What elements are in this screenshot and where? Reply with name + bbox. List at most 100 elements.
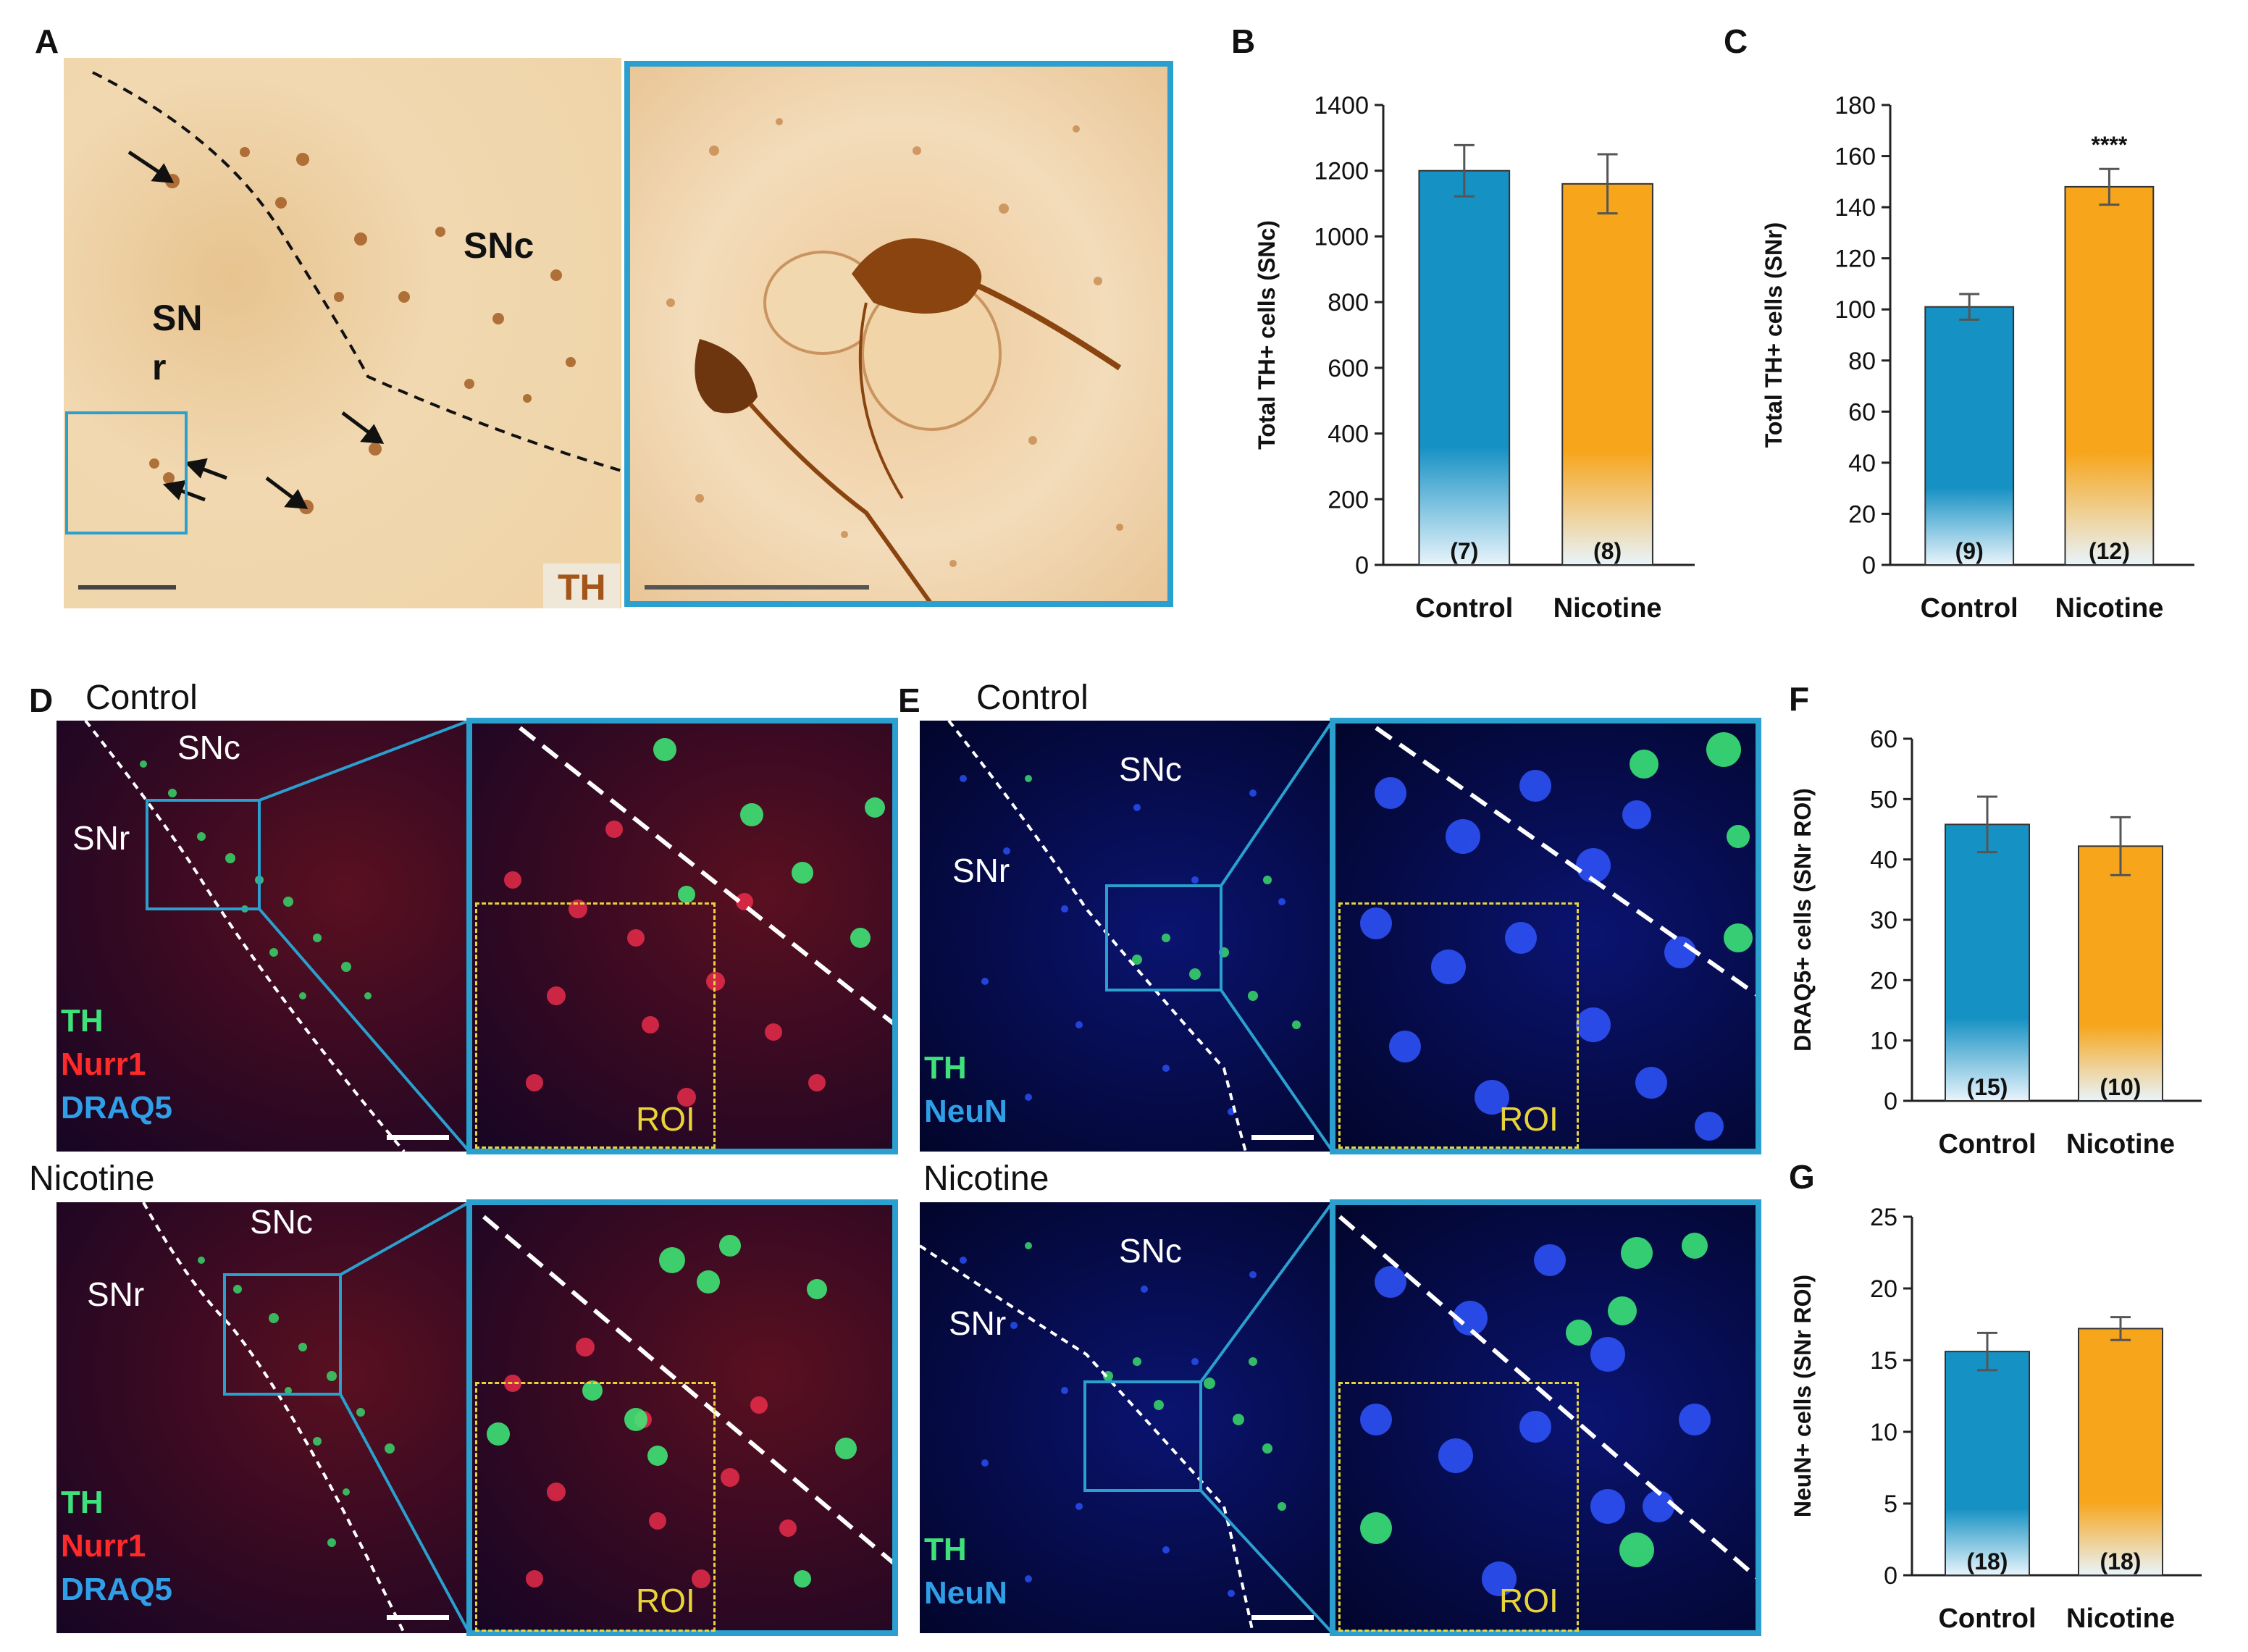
chart-C-ytick-label: 40 <box>1848 450 1876 477</box>
chart-F-ytick-label: 30 <box>1870 907 1897 934</box>
d-control-snc-label: SNc <box>177 729 240 766</box>
chart-C-n-label: (9) <box>1955 538 1984 564</box>
d-nicotine-legend-draq5: DRAQ5 <box>61 1572 173 1607</box>
th-overview-overlay <box>65 71 621 608</box>
e-control-roi-box <box>1338 902 1579 1149</box>
d-nicotine-legend-nurr1: Nurr1 <box>61 1528 146 1564</box>
chart-C-ytick-label: 20 <box>1848 500 1876 528</box>
chart-G-ytick-label: 15 <box>1870 1347 1897 1375</box>
e-nicotine-zoom-overlay <box>1338 1215 1758 1596</box>
chart-F-ytick-label: 60 <box>1870 726 1897 753</box>
e-nicotine-overview-image <box>920 1202 1333 1633</box>
e-nicotine-overview-overlay <box>920 1202 1333 1633</box>
d-nicotine-overview-overlay <box>142 1202 469 1633</box>
e-control-zoom-frame <box>1330 718 1761 1154</box>
d-nicotine-snc-label: SNc <box>250 1203 313 1241</box>
chart-B-ytick-label: 1000 <box>1314 223 1369 251</box>
chart-F-ylabel: DRAQ5+ cells (SNr ROI) <box>1790 788 1816 1052</box>
chart-G-category-label: Nicotine <box>2066 1603 2175 1634</box>
chart-B-ytick-label: 800 <box>1328 289 1369 316</box>
chart-C-ytick-label: 80 <box>1848 348 1876 375</box>
chart-F-n-label: (15) <box>1967 1074 2008 1100</box>
chart-C-ytick-label: 100 <box>1834 296 1876 324</box>
chart-B-bar-control <box>1418 169 1511 566</box>
d-control-zoom-frame <box>466 718 898 1154</box>
panel-label-g: G <box>1789 1158 1815 1196</box>
chart-b-svg: 0 200 400 600 800 1000 1200 1400 Total TH+ cells… <box>1254 92 1695 624</box>
chart-B-ytick-label: 200 <box>1328 486 1369 513</box>
chart-f-svg: 0 10 20 30 40 50 60 DRAQ5+ cells (SNr ROI) (15) C… <box>1790 726 2202 1160</box>
chart-C-bar-nicotine <box>2064 185 2155 566</box>
e-control-snc-label: SNc <box>1119 750 1182 788</box>
chart-B-ytick-label: 1400 <box>1314 92 1369 120</box>
d-nicotine-overview-image <box>56 1202 469 1633</box>
neuron-zoom-frame <box>624 61 1173 607</box>
e-control-snr-label: SNr <box>952 852 1010 889</box>
chart-G-bar-control <box>1945 1351 2030 1576</box>
e-nicotine-snc-label: SNc <box>1119 1232 1182 1270</box>
e-nicotine-zoom-image <box>1333 1202 1758 1633</box>
chart-C-ytick-label: 0 <box>1862 552 1876 579</box>
chart-B-ytick-label: 600 <box>1328 355 1369 382</box>
e-nicotine-legend-neun: NeuN <box>924 1575 1007 1611</box>
chart-B-category-label: Nicotine <box>1553 593 1662 624</box>
chart-F-ytick-label: 0 <box>1884 1088 1897 1115</box>
chart-G-ytick-label: 25 <box>1870 1204 1897 1231</box>
chart-C-ylabel: Total TH+ cells (SNr) <box>1761 222 1787 448</box>
chart-C-significance: **** <box>2091 132 2127 158</box>
chart-G-ytick-label: 5 <box>1884 1490 1897 1518</box>
d-control-snr-label: SNr <box>72 819 130 857</box>
d-nicotine-roi-label: ROI <box>636 1582 695 1619</box>
d-nicotine-legend-th: TH <box>61 1485 104 1520</box>
d-control-roi-box <box>475 902 716 1149</box>
e-nicotine-zoom-frame <box>1330 1199 1761 1636</box>
chart-G-n-label: (18) <box>2100 1548 2142 1575</box>
chart-F-ytick-label: 20 <box>1870 967 1897 994</box>
chart-C-ytick-label: 180 <box>1834 92 1876 120</box>
chart-B-bar-nicotine <box>1561 183 1653 566</box>
e-nicotine-legend-th: TH <box>924 1532 967 1567</box>
chart-C-ytick-label: 140 <box>1834 194 1876 222</box>
snc-label-a: SNc <box>464 225 534 266</box>
chart-B-ytick-label: 1200 <box>1314 158 1369 185</box>
chart-C-category-label: Control <box>1921 593 2018 624</box>
e-control-roi-label: ROI <box>1499 1100 1559 1138</box>
chart-G-ytick-label: 0 <box>1884 1562 1897 1590</box>
chart-C-ytick-label: 160 <box>1834 143 1876 171</box>
chart-G-category-label: Control <box>1938 1603 2036 1634</box>
chart-F-n-label: (10) <box>2100 1074 2142 1100</box>
snr-label-a-line1: SN <box>152 298 203 338</box>
chart-G-ylabel: NeuN+ cells (SNr ROI) <box>1790 1275 1816 1517</box>
chart-G-ytick-label: 20 <box>1870 1275 1897 1303</box>
chart-C-n-label: (12) <box>2089 538 2130 564</box>
e-control-zoom-overlay <box>1360 726 1758 1141</box>
chart-F-category-label: Control <box>1938 1129 2036 1160</box>
snr-label-a-line2: r <box>152 347 167 387</box>
chart-B-category-label: Control <box>1415 593 1513 624</box>
chart-F-ytick-label: 40 <box>1870 847 1897 874</box>
e-control-caption: Control <box>976 679 1089 717</box>
chart-B-ytick-label: 400 <box>1328 421 1369 448</box>
chart-C-ytick-label: 120 <box>1834 246 1876 273</box>
d-control-zoom-image <box>469 721 895 1152</box>
d-nicotine-zoom-overlay <box>482 1215 895 1588</box>
chart-C-bar-control <box>1924 306 2015 566</box>
d-nicotine-zoom-image <box>469 1202 895 1633</box>
chart-B-ytick-label: 0 <box>1355 552 1369 579</box>
d-nicotine-caption: Nicotine <box>29 1160 155 1198</box>
panel-label-d: D <box>29 682 54 719</box>
chart-C-ytick-label: 60 <box>1848 398 1876 426</box>
chart-G-bar-nicotine <box>2078 1328 2163 1576</box>
chart-B-ylabel: Total TH+ cells (SNc) <box>1254 220 1280 450</box>
e-control-legend-neun: NeuN <box>924 1094 1007 1129</box>
d-control-roi-label: ROI <box>636 1100 695 1138</box>
e-nicotine-snr-label: SNr <box>949 1304 1007 1342</box>
panel-label-a: A <box>35 22 59 60</box>
th-stain-label: TH <box>558 567 606 608</box>
neuron-zoom-overlay <box>645 118 1123 604</box>
d-control-zoom-overlay <box>504 726 895 1107</box>
e-nicotine-caption: Nicotine <box>923 1160 1049 1198</box>
d-control-legend-nurr1: Nurr1 <box>61 1047 146 1082</box>
e-control-overview-overlay <box>947 721 1333 1152</box>
panel-label-b: B <box>1231 22 1256 60</box>
